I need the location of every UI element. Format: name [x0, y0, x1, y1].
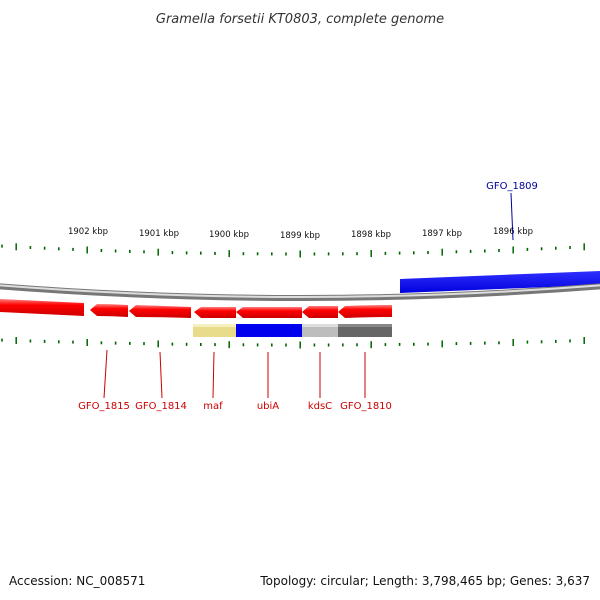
map-title: Gramella forsetii KT0803, complete genom…	[156, 12, 444, 27]
gene-arrow-GFO_1809[interactable]	[400, 271, 600, 293]
reverse-strand-track	[0, 299, 392, 318]
category-bar	[193, 324, 392, 337]
ruler-label: 1897 kbp	[422, 229, 462, 239]
tick-marks-inner	[1, 337, 585, 349]
gene-label[interactable]: GFO_1814	[135, 401, 187, 412]
gene-label[interactable]: GFO_1810	[340, 401, 392, 412]
tick-marks-outer	[1, 243, 585, 258]
gene-arrow-GFO_1810[interactable]	[338, 305, 392, 318]
gene-arrow-GFO_1816[interactable]	[0, 299, 84, 316]
ruler-label: 1900 kbp	[209, 230, 249, 240]
gene-label[interactable]: maf	[203, 401, 223, 412]
category-segment	[338, 324, 392, 337]
category-segment	[193, 324, 236, 337]
gene-arrow-maf[interactable]	[194, 307, 236, 318]
position-ruler: 1902 kbp 1901 kbp 1900 kbp 1899 kbp 1898…	[1, 227, 585, 258]
category-segment	[302, 324, 338, 337]
gene-arrow-ubiA[interactable]	[236, 307, 302, 318]
ruler-label: 1899 kbp	[280, 231, 320, 241]
accession-text: Accession: NC_008571	[9, 574, 145, 588]
gene-arrow-GFO_1814[interactable]	[129, 305, 191, 318]
ruler-label: 1901 kbp	[139, 229, 179, 239]
gene-arrow-GFO_1815[interactable]	[90, 304, 128, 317]
forward-strand-track	[400, 271, 600, 293]
gene-arrow-kdsC[interactable]	[302, 306, 338, 318]
gene-label[interactable]: GFO_1809	[486, 181, 538, 192]
gene-label[interactable]: kdsC	[308, 401, 332, 412]
ruler-label: 1898 kbp	[351, 230, 391, 240]
ruler-label: 1902 kbp	[68, 227, 108, 237]
gene-label[interactable]: GFO_1815	[78, 401, 130, 412]
gene-label[interactable]: ubiA	[257, 401, 279, 412]
category-segment	[236, 324, 302, 337]
genome-stats-text: Topology: circular; Length: 3,798,465 bp…	[259, 574, 590, 588]
gene-labels: GFO_1815 GFO_1814 maf ubiA kdsC GFO_1810…	[78, 181, 538, 412]
